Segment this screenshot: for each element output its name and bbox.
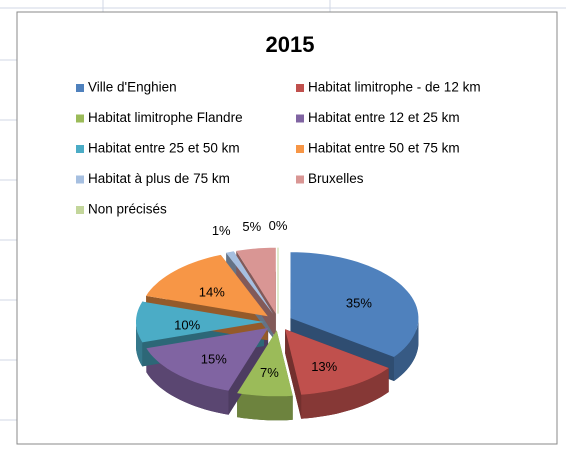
legend-swatch xyxy=(296,84,304,92)
data-label: 13% xyxy=(311,359,337,374)
legend-swatch xyxy=(296,175,304,184)
slice xyxy=(290,252,419,357)
legend-swatch xyxy=(76,206,84,214)
slice-side xyxy=(136,322,143,367)
slice xyxy=(285,329,389,395)
legend-swatch xyxy=(76,175,84,184)
slice xyxy=(226,251,274,315)
data-label: 7% xyxy=(260,365,279,380)
data-label: 15% xyxy=(201,351,227,366)
slice-side xyxy=(237,393,293,421)
chart-area xyxy=(16,11,558,445)
slice-side xyxy=(394,318,419,381)
legend-swatch xyxy=(76,84,84,92)
data-label: 5% xyxy=(242,219,261,234)
legend-label: Habitat entre 12 et 25 km xyxy=(308,110,460,125)
legend-swatch xyxy=(76,114,84,123)
slice xyxy=(146,254,268,317)
data-label: 35% xyxy=(346,296,372,311)
data-label: 0% xyxy=(269,218,288,233)
legend-swatch xyxy=(296,145,304,153)
legend-label: Bruxelles xyxy=(308,171,364,186)
legend-label: Ville d'Enghien xyxy=(88,80,177,95)
slice xyxy=(136,301,264,343)
sheet-grid xyxy=(0,0,566,421)
legend-label: Habitat limitrophe Flandre xyxy=(88,110,243,125)
slice xyxy=(146,327,269,391)
legend-swatch xyxy=(296,114,304,123)
legend-label: Habitat entre 50 et 75 km xyxy=(308,141,460,156)
slice xyxy=(237,330,293,397)
legend-label: Habitat limitrophe - de 12 km xyxy=(308,80,481,95)
legend-swatch xyxy=(76,145,84,153)
legend-label: Non précisés xyxy=(88,202,167,217)
data-label: 14% xyxy=(199,285,225,300)
slice-side xyxy=(301,368,389,419)
slice-side xyxy=(146,348,229,415)
chart-title: 2015 xyxy=(266,32,315,57)
data-label: 10% xyxy=(174,317,200,332)
legend-label: Habitat entre 25 et 50 km xyxy=(88,141,240,156)
slice-edge xyxy=(285,329,302,419)
slice xyxy=(236,247,276,314)
data-label: 1% xyxy=(212,223,231,238)
legend-label: Habitat à plus de 75 km xyxy=(88,171,230,186)
